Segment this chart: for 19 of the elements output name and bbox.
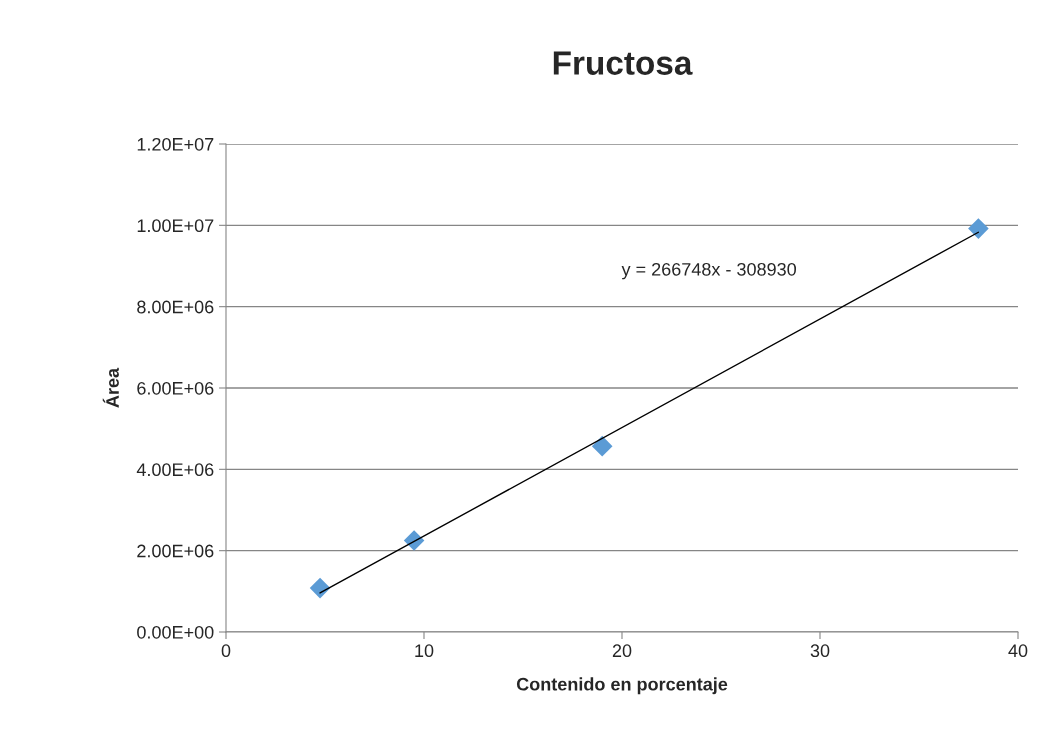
y-tick-label: 6.00E+06 — [137, 381, 214, 395]
point — [968, 218, 989, 239]
point — [309, 577, 331, 599]
y-tick-label: 8.00E+06 — [137, 300, 214, 314]
y-tick-label: 1.00E+07 — [137, 219, 214, 233]
x-tick-label: 10 — [415, 644, 434, 658]
y-tick-label: 1.20E+07 — [137, 137, 214, 151]
x-tick-label: 40 — [1008, 644, 1028, 658]
y-tick-label: 4.00E+06 — [136, 463, 214, 477]
point — [591, 435, 613, 457]
y-tick-label: 0.00E+00 — [137, 625, 214, 639]
y-tick-label: 2.00E+06 — [137, 544, 214, 558]
y-axis-title: Área — [102, 367, 119, 408]
chart-title: Fructosa — [553, 51, 693, 75]
x-tick-label: 0 — [221, 644, 231, 658]
annotation: y = 266748x - 308930 — [621, 262, 797, 280]
x-tick-label: 30 — [810, 644, 830, 658]
x-tick-label: 20 — [612, 644, 632, 658]
x-axis-title: Contenido en porcentaje — [516, 677, 728, 695]
